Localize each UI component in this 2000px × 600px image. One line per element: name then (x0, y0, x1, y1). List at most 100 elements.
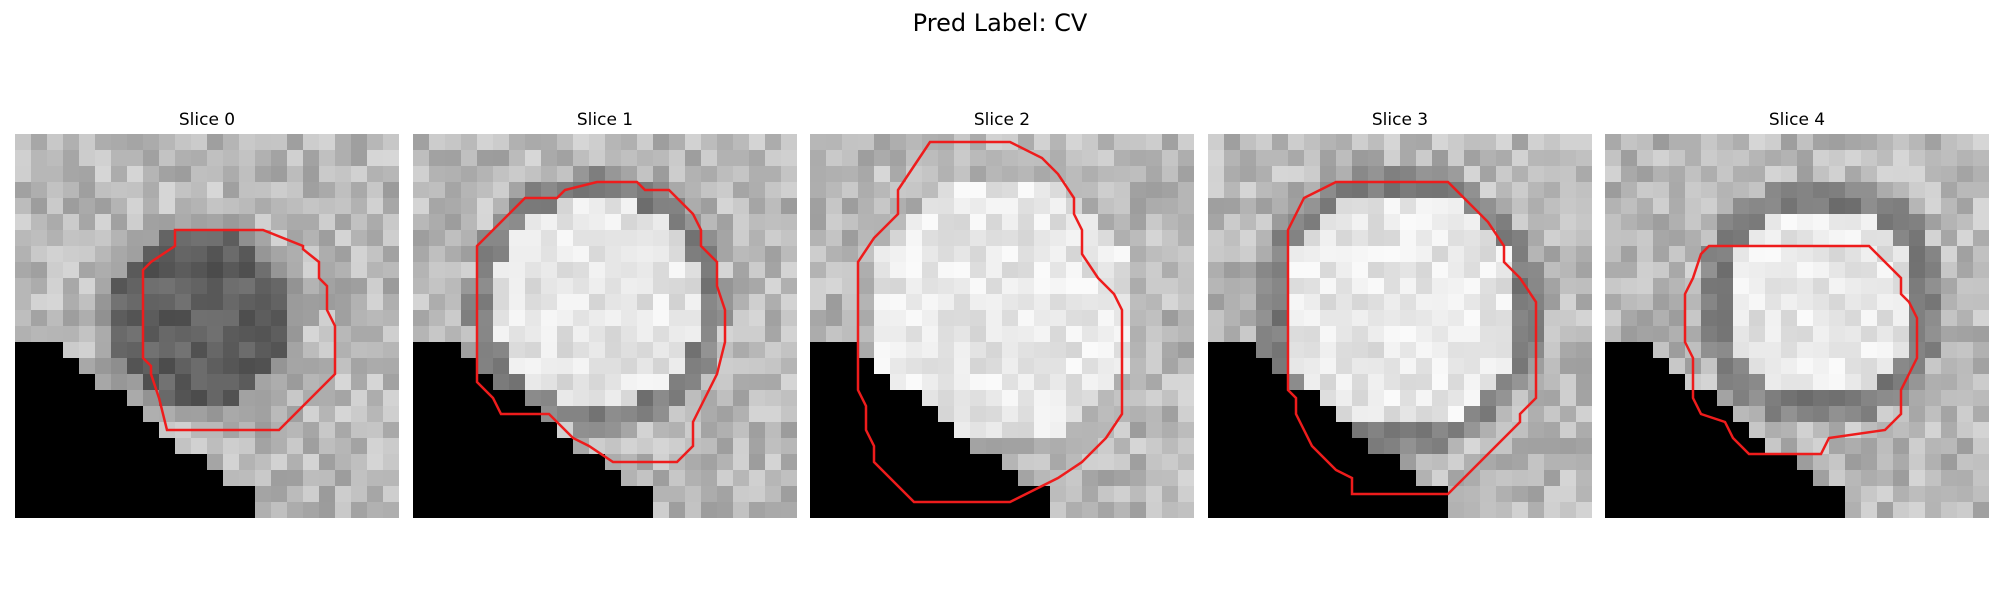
image-pixel (1957, 422, 1974, 439)
image-pixel (1018, 438, 1035, 455)
image-pixel (383, 294, 399, 311)
image-pixel (1098, 310, 1115, 327)
image-pixel (429, 358, 446, 375)
image-pixel (1288, 374, 1305, 391)
image-pixel (1941, 422, 1958, 439)
image-pixel (1240, 486, 1257, 503)
image-pixel (1098, 214, 1115, 231)
image-pixel (143, 422, 160, 439)
image-pixel (1685, 406, 1702, 423)
image-pixel (890, 214, 907, 231)
image-pixel (15, 454, 32, 471)
image-pixel (874, 230, 891, 247)
image-pixel (175, 214, 192, 231)
image-pixel (1066, 230, 1083, 247)
image-pixel (493, 134, 510, 151)
image-pixel (1416, 214, 1433, 231)
image-pixel (1416, 310, 1433, 327)
image-pixel (445, 182, 462, 199)
image-pixel (1082, 486, 1099, 503)
image-pixel (1432, 470, 1449, 487)
image-pixel (383, 406, 399, 423)
image-pixel (525, 166, 542, 183)
image-pixel (717, 422, 734, 439)
image-pixel (223, 182, 240, 199)
image-pixel (1893, 230, 1910, 247)
image-pixel (525, 374, 542, 391)
image-pixel (477, 198, 494, 215)
image-pixel (79, 278, 96, 295)
image-pixel (1829, 166, 1846, 183)
image-pixel (1941, 470, 1958, 487)
image-pixel (810, 166, 827, 183)
image-pixel (79, 310, 96, 327)
image-pixel (1288, 486, 1305, 503)
image-pixel (79, 166, 96, 183)
image-pixel (1733, 294, 1750, 311)
image-pixel (954, 326, 971, 343)
image-pixel (127, 262, 144, 279)
image-pixel (1717, 326, 1734, 343)
image-pixel (1178, 198, 1194, 215)
image-pixel (589, 422, 606, 439)
image-pixel (1208, 502, 1225, 518)
image-pixel (589, 374, 606, 391)
image-pixel (207, 438, 224, 455)
image-pixel (1448, 310, 1465, 327)
image-pixel (429, 422, 446, 439)
image-pixel (669, 502, 686, 518)
image-pixel (1082, 502, 1099, 518)
image-pixel (637, 198, 654, 215)
image-pixel (461, 502, 478, 518)
image-pixel (1304, 358, 1321, 375)
image-pixel (1512, 470, 1529, 487)
image-pixel (906, 502, 923, 518)
image-pixel (1304, 406, 1321, 423)
image-pixel (1925, 390, 1942, 407)
image-pixel (733, 486, 750, 503)
image-pixel (1098, 262, 1115, 279)
image-pixel (1512, 342, 1529, 359)
image-pixel (1909, 406, 1926, 423)
image-pixel (858, 150, 875, 167)
image-pixel (1066, 454, 1083, 471)
image-pixel (509, 390, 526, 407)
image-pixel (143, 134, 160, 151)
image-pixel (1941, 294, 1958, 311)
image-pixel (765, 214, 782, 231)
image-pixel (573, 294, 590, 311)
image-pixel (1861, 246, 1878, 263)
image-pixel (461, 246, 478, 263)
image-pixel (271, 486, 288, 503)
image-pixel (1909, 486, 1926, 503)
image-pixel (63, 438, 80, 455)
image-pixel (207, 502, 224, 518)
image-pixel (1384, 342, 1401, 359)
image-pixel (1560, 198, 1577, 215)
image-pixel (1701, 310, 1718, 327)
image-pixel (367, 342, 384, 359)
image-pixel (1304, 150, 1321, 167)
image-pixel (319, 342, 336, 359)
image-pixel (1114, 230, 1131, 247)
image-pixel (1528, 166, 1545, 183)
image-pixel (1637, 310, 1654, 327)
image-pixel (1653, 246, 1670, 263)
image-pixel (1637, 150, 1654, 167)
image-pixel (1973, 198, 1989, 215)
image-pixel (749, 342, 766, 359)
image-pixel (1178, 214, 1194, 231)
image-pixel (429, 294, 446, 311)
image-pixel (1224, 438, 1241, 455)
image-pixel (1637, 358, 1654, 375)
image-pixel (1224, 230, 1241, 247)
image-pixel (1066, 406, 1083, 423)
image-pixel (669, 310, 686, 327)
image-pixel (1416, 230, 1433, 247)
image-pixel (1845, 406, 1862, 423)
image-pixel (701, 150, 718, 167)
image-pixel (1288, 454, 1305, 471)
image-pixel (319, 182, 336, 199)
image-pixel (383, 246, 399, 263)
image-pixel (938, 246, 955, 263)
